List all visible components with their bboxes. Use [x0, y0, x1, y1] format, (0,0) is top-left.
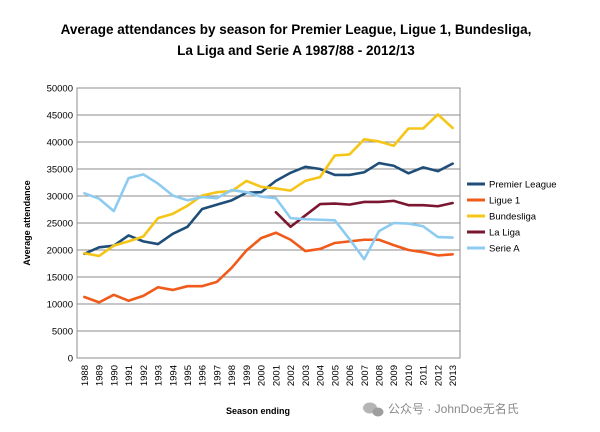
y-tick-label-15000: 15000	[47, 273, 73, 284]
x-tick-label-1993: 1993	[154, 365, 165, 386]
y-tick-label-35000: 35000	[47, 165, 73, 176]
y-tick-label-50000: 50000	[47, 84, 73, 95]
x-tick-label-1994: 1994	[168, 365, 179, 386]
y-tick-label-25000: 25000	[47, 219, 73, 230]
x-tick-labels: 1988 1989 1990 1991 1992 1993 1994 1995 1996 1997…	[80, 365, 459, 386]
x-tick-label-2011: 2011	[419, 365, 430, 385]
x-tick-label-2002: 2002	[286, 365, 297, 386]
series-line-2	[83, 113, 454, 258]
x-tick-label-2006: 2006	[345, 365, 356, 386]
y-tick-label-5000: 5000	[52, 327, 73, 338]
y-tick-label-40000: 40000	[47, 138, 73, 149]
legend-label-0: Premier League	[489, 180, 557, 191]
y-tick-label-30000: 30000	[47, 192, 73, 203]
x-tick-label-2012: 2012	[433, 365, 444, 386]
legend-label-1: Ligue 1	[489, 196, 520, 207]
x-tick-label-1995: 1995	[183, 365, 194, 386]
x-axis-title: Season ending	[226, 406, 290, 416]
wechat-icon	[363, 402, 384, 417]
legend-label-3: La Liga	[489, 228, 521, 239]
x-tick-label-1990: 1990	[109, 365, 120, 386]
watermark: 公众号 · JohnDoe无名氏	[363, 401, 519, 417]
y-tick-label-10000: 10000	[47, 300, 73, 311]
series-line-4	[83, 173, 454, 261]
grid-layer	[77, 114, 460, 332]
watermark-text: 公众号 · JohnDoe无名氏	[388, 401, 519, 416]
x-tick-label-2004: 2004	[316, 365, 327, 386]
chart-title-line-1: Average attendances by season for Premie…	[61, 22, 532, 37]
series-line-3	[274, 199, 454, 229]
x-tick-label-2013: 2013	[448, 365, 459, 386]
x-tick-label-1991: 1991	[124, 365, 135, 386]
x-tick-label-2000: 2000	[257, 365, 268, 386]
y-tick-label-0: 0	[68, 354, 73, 365]
series-layer	[83, 113, 454, 304]
legend: Premier League Ligue 1 Bundesliga La Liga Se…	[467, 180, 557, 255]
legend-label-2: Bundesliga	[489, 212, 537, 223]
x-tick-label-1998: 1998	[227, 365, 238, 386]
y-tick-labels: 0 5000 10000 15000 20000 25000 30000 35000 40000…	[47, 84, 73, 365]
legend-label-4: Serie A	[489, 244, 520, 255]
x-tick-label-1992: 1992	[139, 365, 150, 386]
x-tick-label-1996: 1996	[198, 365, 209, 386]
series-line-1	[83, 231, 454, 304]
x-tick-label-2010: 2010	[404, 365, 415, 386]
x-tick-label-1988: 1988	[80, 365, 91, 386]
x-tick-label-2001: 2001	[271, 365, 282, 386]
x-tick-label-2007: 2007	[360, 365, 371, 386]
y-tick-label-45000: 45000	[47, 111, 73, 122]
x-tick-label-2008: 2008	[374, 365, 385, 386]
y-tick-label-20000: 20000	[47, 246, 73, 257]
x-tick-label-2005: 2005	[330, 365, 341, 386]
x-tick-label-1999: 1999	[242, 365, 253, 386]
chart-title-line-2: La Liga and Serie A 1987/88 - 2012/13	[177, 43, 415, 58]
y-axis-title: Average attendance	[22, 180, 32, 265]
x-tick-label-1989: 1989	[95, 365, 106, 386]
x-tick-label-2009: 2009	[389, 365, 400, 386]
x-tick-label-2003: 2003	[301, 365, 312, 386]
x-tick-label-1997: 1997	[212, 365, 223, 386]
